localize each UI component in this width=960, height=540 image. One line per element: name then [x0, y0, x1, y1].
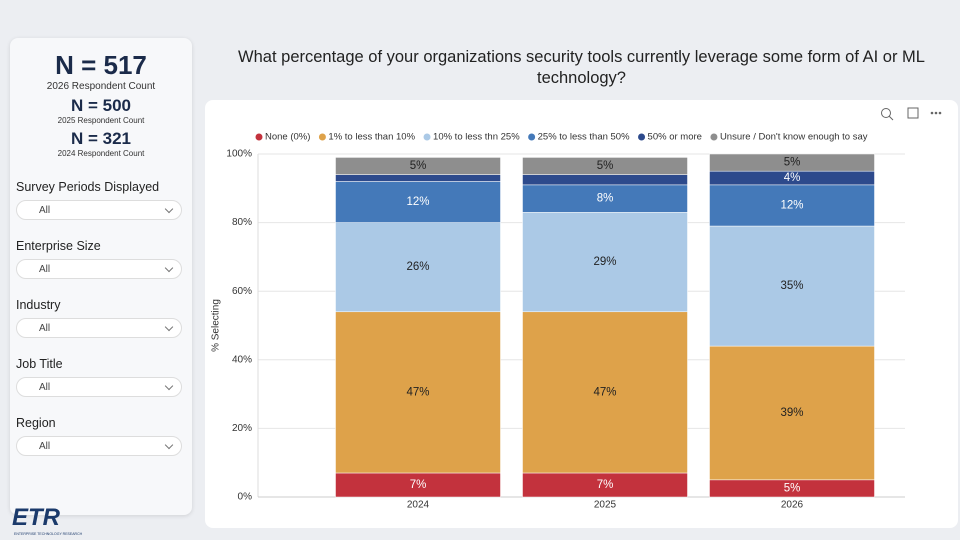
y-tick-label: 100%: [226, 149, 252, 160]
legend-label: None (0%): [265, 132, 310, 143]
bar-segment: [709, 184, 875, 227]
x-tick-label: 2025: [594, 500, 617, 511]
data-label: 29%: [593, 256, 616, 268]
bar-segment: [335, 311, 501, 474]
bar-segment: [522, 157, 688, 175]
bar-segment: [335, 222, 501, 313]
data-label: 5%: [597, 160, 614, 172]
legend-label: 10% to less thn 25%: [433, 132, 520, 143]
logo-subtitle: ENTERPRISE TECHNOLOGY RESEARCH: [14, 532, 83, 536]
x-tick-label: 2024: [407, 500, 430, 511]
data-label: 7%: [410, 479, 427, 491]
legend-label: 50% or more: [648, 132, 702, 143]
data-label: 5%: [784, 157, 801, 169]
filter-dropdown[interactable]: All: [16, 200, 182, 220]
filter-label: Job Title: [16, 357, 63, 371]
data-label: 47%: [406, 386, 429, 398]
expand-button[interactable]: [907, 107, 919, 119]
data-label: 4%: [784, 172, 801, 184]
y-tick-label: 60%: [232, 286, 252, 297]
counts: N = 517 2026 Respondent Count N = 500 2025 …: [10, 38, 192, 158]
data-label: 35%: [780, 280, 803, 292]
y-axis-title: % Selecting: [211, 299, 222, 352]
filter-label: Survey Periods Displayed: [16, 180, 160, 194]
sidebar: N = 517 2026 Respondent Count N = 500 2025 …: [10, 38, 192, 536]
y-tick-label: 40%: [232, 354, 252, 365]
filter-dropdown[interactable]: All: [16, 377, 182, 397]
count-label: 2026 Respondent Count: [46, 81, 156, 92]
data-label: 12%: [406, 196, 429, 208]
bar-segment: [335, 157, 501, 175]
y-tick-label: 20%: [232, 423, 252, 434]
chart-title: What percentage of your organizations se…: [238, 48, 925, 87]
bar-segment: [522, 184, 688, 213]
filter-dropdown[interactable]: All: [16, 259, 182, 279]
legend-marker: [255, 133, 263, 141]
bar-segment: [522, 212, 688, 313]
count-value: N = 517: [55, 50, 147, 80]
toolbar: [881, 107, 942, 121]
x-tick-label: 2026: [781, 500, 804, 511]
bar-segment: [335, 174, 501, 182]
filter-label: Region: [16, 416, 56, 430]
count-label: 2024 Respondent Count: [57, 149, 145, 158]
legend-label: 25% to less than 50%: [538, 132, 630, 143]
bar-segment: [335, 472, 501, 498]
data-label: 5%: [410, 160, 427, 172]
legend-marker: [710, 133, 718, 141]
logo: ETR: [12, 504, 60, 531]
data-label: 47%: [593, 386, 616, 398]
legend-marker: [528, 133, 536, 141]
data-label: 8%: [597, 193, 614, 205]
count-value: N = 500: [70, 96, 131, 115]
filter-label: Enterprise Size: [16, 239, 101, 253]
bar-segment: [522, 472, 688, 498]
filter-dropdown[interactable]: All: [16, 436, 182, 456]
data-label: 12%: [780, 199, 803, 211]
bar-segment: [522, 311, 688, 474]
count-label: 2025 Respondent Count: [57, 116, 145, 125]
bar-segment: [709, 153, 875, 172]
bar-segment: [709, 225, 875, 347]
legend-marker: [638, 133, 646, 141]
more-button[interactable]: [930, 111, 942, 115]
bar-segment: [335, 181, 501, 223]
legend-marker: [318, 133, 326, 141]
data-label: 5%: [784, 482, 801, 494]
y-tick-label: 80%: [232, 217, 252, 228]
y-tick-label: 0%: [238, 492, 253, 503]
zoom-button[interactable]: [881, 108, 894, 121]
data-label: 39%: [780, 407, 803, 419]
data-label: 26%: [406, 261, 429, 273]
legend-label: 1% to less than 10%: [328, 132, 415, 143]
data-label: 7%: [597, 479, 614, 491]
filter-label: Industry: [16, 298, 61, 312]
filter-dropdown[interactable]: All: [16, 318, 182, 338]
bar-segment: [522, 174, 688, 186]
legend-label: Unsure / Don't know enough to say: [720, 132, 868, 143]
count-value: N = 321: [70, 129, 131, 148]
legend-marker: [423, 133, 431, 141]
bar-segment: [709, 345, 875, 481]
